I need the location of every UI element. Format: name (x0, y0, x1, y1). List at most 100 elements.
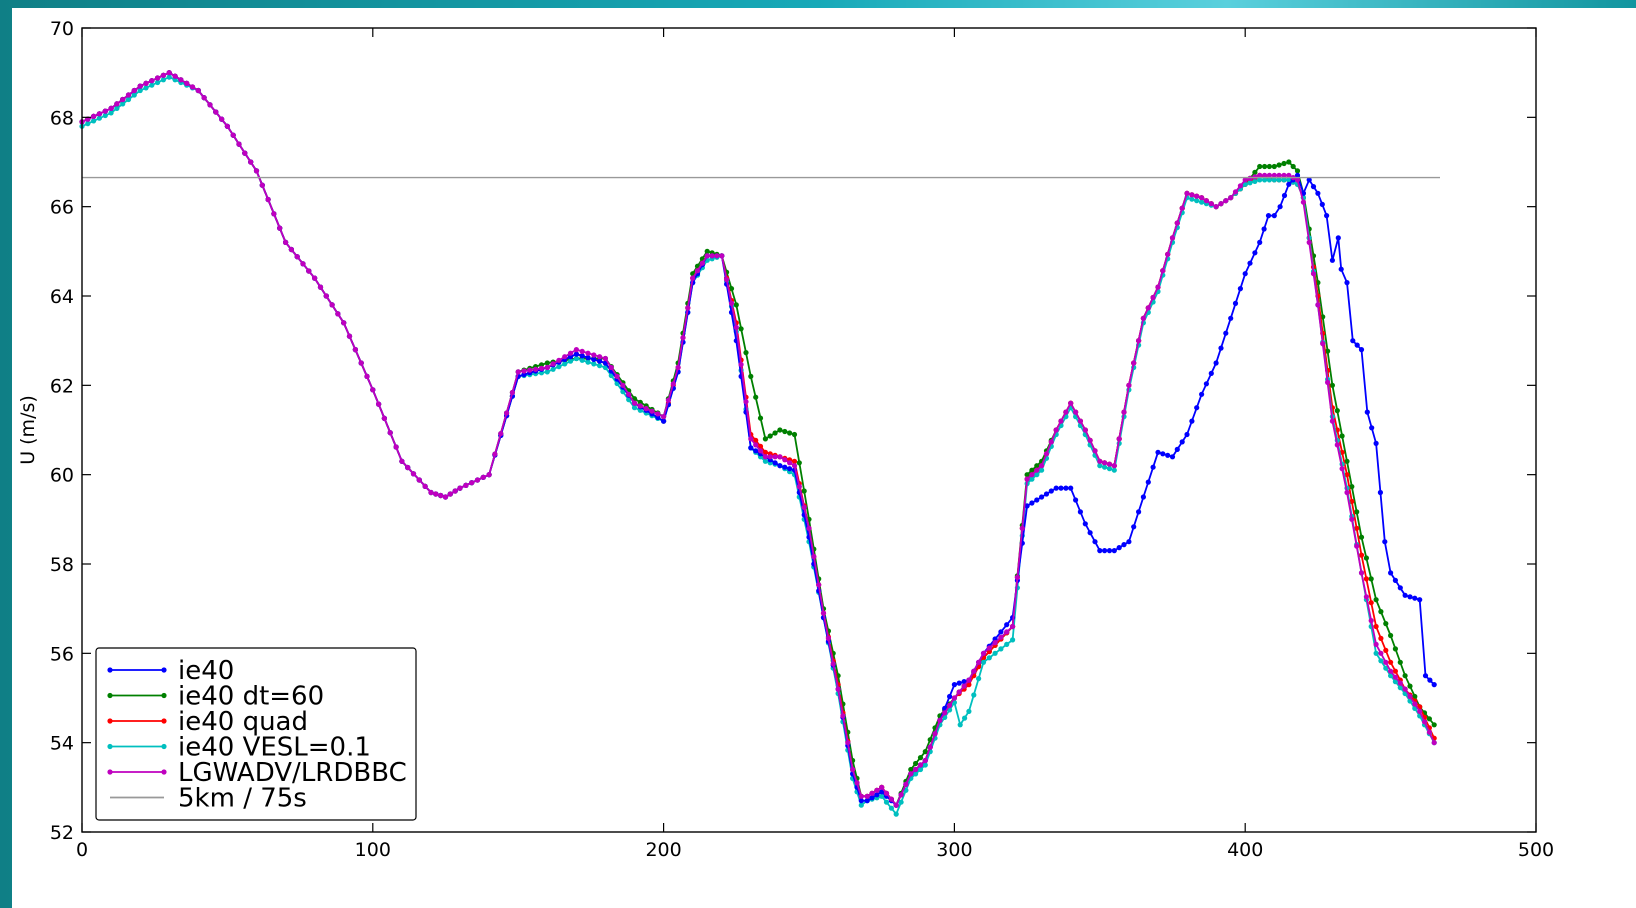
data-point (463, 482, 469, 488)
series-layer (79, 70, 1440, 817)
data-point (998, 629, 1004, 635)
data-point (888, 805, 895, 811)
data-point (1203, 198, 1209, 204)
data-point (1431, 682, 1437, 688)
data-point (1262, 172, 1268, 178)
data-point (825, 635, 832, 642)
data-point (690, 275, 696, 281)
data-point (1223, 330, 1229, 336)
data-point (1358, 347, 1365, 353)
data-point (1169, 235, 1176, 241)
data-point (733, 324, 739, 330)
data-point (893, 802, 899, 808)
data-point (1073, 409, 1079, 415)
data-point (283, 239, 289, 245)
data-point (1407, 693, 1413, 700)
data-point (172, 73, 178, 79)
data-point (433, 491, 439, 497)
legend-label: ie40 dt=60 (178, 682, 324, 712)
data-point (908, 766, 914, 773)
data-point (1286, 172, 1292, 178)
data-point (602, 355, 609, 362)
data-point (155, 75, 161, 81)
data-point (1286, 177, 1292, 183)
data-point (556, 357, 562, 363)
data-point (971, 692, 977, 698)
data-point (661, 414, 667, 420)
data-point (1392, 668, 1398, 674)
legend-marker (107, 769, 113, 775)
data-point (265, 196, 271, 203)
data-point (131, 87, 137, 94)
data-point (738, 326, 744, 332)
data-point (883, 799, 890, 805)
data-point (1063, 485, 1069, 491)
data-point (1218, 201, 1224, 207)
data-point (381, 415, 387, 421)
data-point (1106, 461, 1113, 467)
data-point (811, 554, 817, 560)
data-point (1111, 467, 1117, 473)
data-point (649, 408, 655, 414)
data-point (149, 82, 155, 88)
data-point (125, 92, 132, 98)
plot-area-border (81, 27, 1537, 833)
data-point (1136, 509, 1142, 515)
data-point (1058, 485, 1064, 491)
data-point (1179, 205, 1185, 211)
data-point (922, 749, 928, 755)
data-point (137, 87, 143, 94)
data-point (96, 115, 102, 121)
data-point (1349, 484, 1355, 490)
data-point (1039, 494, 1045, 500)
data-point (1145, 479, 1151, 485)
data-point (1223, 198, 1229, 204)
data-point (1421, 719, 1428, 725)
data-point (1169, 454, 1176, 460)
x-tick-label: 400 (1227, 839, 1263, 861)
data-point (1102, 464, 1108, 470)
data-point (573, 351, 580, 357)
data-point (1383, 665, 1389, 671)
data-point (1373, 641, 1379, 648)
data-point (777, 454, 783, 460)
data-point (864, 798, 870, 804)
data-point (791, 458, 798, 464)
data-point (1043, 491, 1050, 497)
data-point (724, 277, 730, 283)
data-point (661, 418, 667, 424)
data-point (387, 430, 393, 436)
data-point (294, 254, 300, 260)
data-point (1368, 576, 1374, 582)
data-point (120, 96, 126, 103)
data-point (992, 640, 998, 646)
data-point (772, 454, 778, 460)
data-point (1388, 673, 1394, 679)
data-point (728, 286, 735, 292)
data-point (1334, 442, 1340, 448)
data-point (131, 92, 137, 98)
data-point (1281, 172, 1287, 178)
data-point (207, 102, 213, 108)
data-point (791, 463, 798, 469)
legend-marker (161, 743, 167, 750)
data-point (1338, 266, 1344, 272)
data-point (125, 96, 132, 103)
data-point (219, 116, 225, 122)
data-point (1369, 425, 1375, 431)
data-point (1034, 463, 1040, 469)
data-point (1427, 677, 1433, 683)
data-point (1412, 693, 1418, 700)
data-point (927, 744, 933, 750)
legend-marker (161, 692, 167, 699)
data-point (748, 373, 754, 379)
data-point (757, 443, 764, 449)
data-point (544, 364, 550, 371)
data-point (777, 463, 783, 469)
data-point (1048, 439, 1054, 445)
y-tick-label: 68 (50, 107, 74, 129)
data-point (527, 367, 533, 373)
data-point (1010, 637, 1016, 643)
data-point (1004, 622, 1010, 628)
data-point (416, 477, 422, 483)
